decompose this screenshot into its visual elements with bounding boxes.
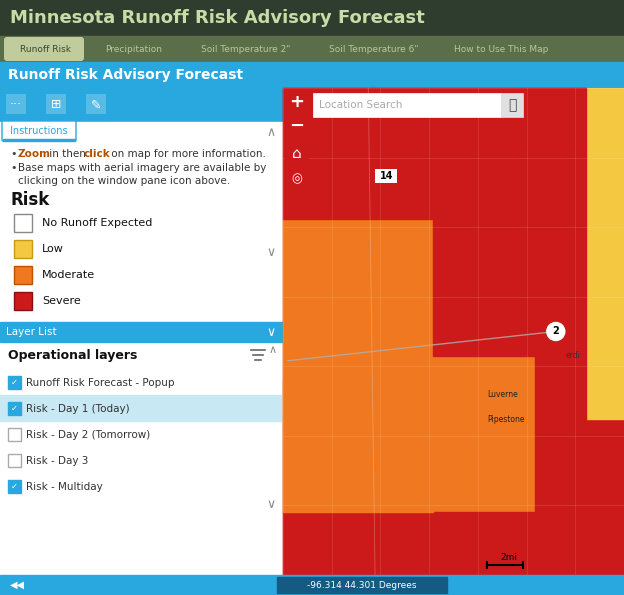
Text: Severe: Severe (42, 296, 80, 306)
Text: clicking on the window pane icon above.: clicking on the window pane icon above. (18, 176, 230, 186)
Text: Risk - Day 2 (Tomorrow): Risk - Day 2 (Tomorrow) (26, 430, 150, 440)
Text: click: click (84, 149, 110, 159)
Text: Risk - Day 1 (Today): Risk - Day 1 (Today) (26, 404, 130, 414)
Text: Risk - Multiday: Risk - Multiday (26, 482, 103, 492)
Text: Soil Temperature 2": Soil Temperature 2" (202, 45, 291, 54)
Bar (0, 0, 624, 36)
Text: Runoff Risk Advisory Forecast: Runoff Risk Advisory Forecast (8, 68, 243, 82)
Bar (0, 342, 283, 575)
Bar (8, 454, 21, 467)
Text: ✓: ✓ (11, 482, 18, 491)
Text: Layer List: Layer List (6, 327, 57, 337)
FancyBboxPatch shape (2, 121, 76, 141)
Text: Base maps with aerial imagery are available by: Base maps with aerial imagery are availa… (18, 163, 266, 173)
Circle shape (547, 322, 565, 340)
Text: Luverne: Luverne (487, 390, 519, 399)
Bar (14, 266, 32, 284)
Bar (586, 88, 624, 419)
Bar (433, 220, 535, 356)
Bar (8, 428, 21, 441)
Text: ∧: ∧ (266, 126, 276, 139)
Bar (0, 36, 624, 62)
Bar (285, 90, 309, 114)
Text: ◎: ◎ (291, 173, 303, 186)
Bar (283, 88, 535, 220)
Bar (535, 88, 586, 575)
Bar (283, 88, 624, 575)
Bar (8, 480, 21, 493)
Bar (0, 88, 283, 122)
Text: No Runoff Expected: No Runoff Expected (42, 218, 152, 228)
Bar (6, 94, 26, 114)
FancyBboxPatch shape (310, 37, 436, 61)
Text: Runoff Risk Forecast - Popup: Runoff Risk Forecast - Popup (26, 378, 175, 388)
Text: Risk: Risk (10, 191, 49, 209)
Text: 2: 2 (552, 327, 559, 337)
Bar (8, 376, 21, 389)
Bar (0, 395, 281, 421)
Text: How to Use This Map: How to Use This Map (454, 45, 548, 54)
Text: •: • (10, 163, 16, 173)
Bar (285, 116, 309, 136)
Text: Zoom: Zoom (18, 149, 51, 159)
Text: Precipitation: Precipitation (105, 45, 162, 54)
Bar (277, 577, 447, 593)
Text: on map for more information.: on map for more information. (108, 149, 266, 159)
Text: Pipestone: Pipestone (487, 415, 525, 424)
Bar (285, 142, 309, 166)
Bar (283, 512, 535, 575)
Text: •: • (10, 149, 16, 159)
Text: ✓: ✓ (11, 378, 18, 387)
Bar (14, 214, 32, 232)
Text: Operational layers: Operational layers (8, 349, 137, 362)
Bar (313, 93, 501, 117)
Bar (0, 62, 624, 88)
Text: Risk - Day 3: Risk - Day 3 (26, 456, 89, 466)
Bar (501, 93, 523, 117)
Bar (3, 139, 75, 141)
Text: erdi: erdi (566, 352, 581, 361)
Text: Moderate: Moderate (42, 270, 95, 280)
Bar (8, 402, 21, 415)
Text: ∧: ∧ (269, 345, 277, 355)
Text: 14: 14 (379, 171, 393, 181)
Text: Low: Low (42, 244, 64, 254)
Bar (283, 220, 535, 512)
Bar (375, 168, 397, 183)
Text: Soil Temperature 6": Soil Temperature 6" (329, 45, 419, 54)
Text: 2mi: 2mi (500, 553, 517, 562)
Text: Runoff Risk: Runoff Risk (19, 45, 71, 54)
FancyBboxPatch shape (86, 37, 180, 61)
Bar (0, 322, 283, 342)
Bar (285, 168, 309, 190)
FancyBboxPatch shape (438, 37, 562, 61)
Text: ···: ··· (10, 99, 22, 111)
Text: ∨: ∨ (266, 497, 276, 511)
Text: Location Search: Location Search (319, 100, 402, 110)
Bar (86, 94, 106, 114)
FancyBboxPatch shape (4, 37, 84, 61)
Text: −: − (290, 117, 305, 135)
Text: ⌕: ⌕ (508, 98, 516, 112)
Text: ⌂: ⌂ (292, 146, 302, 161)
Text: ∨: ∨ (266, 325, 276, 339)
Text: ⊞: ⊞ (51, 99, 61, 111)
Bar (285, 90, 309, 114)
Text: ∨: ∨ (266, 246, 276, 259)
Bar (14, 292, 32, 310)
Bar (283, 380, 433, 512)
Text: +: + (290, 93, 305, 111)
Bar (14, 240, 32, 258)
FancyBboxPatch shape (182, 37, 308, 61)
Bar (0, 122, 283, 575)
Bar (46, 94, 66, 114)
Text: ◀◀: ◀◀ (10, 580, 25, 590)
Text: Minnesota Runoff Risk Advisory Forecast: Minnesota Runoff Risk Advisory Forecast (10, 9, 425, 27)
Text: ✎: ✎ (90, 99, 101, 111)
Text: Instructions: Instructions (10, 126, 68, 136)
Bar (0, 575, 624, 595)
Text: -96.314 44.301 Degrees: -96.314 44.301 Degrees (307, 581, 417, 590)
Text: in then: in then (46, 149, 89, 159)
Text: ✓: ✓ (11, 404, 18, 413)
